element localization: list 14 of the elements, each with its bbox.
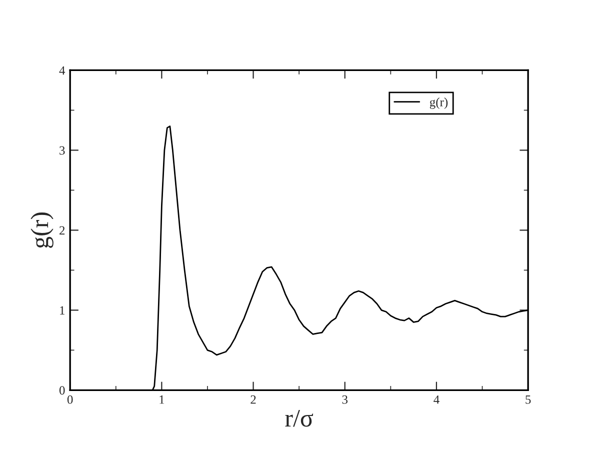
legend-label: g(r) [430,98,448,109]
y-tick-label: 3 [60,146,65,155]
y-tick-label: 1 [60,306,64,315]
x-tick-label: 1 [160,395,164,404]
y-tick-label: 2 [60,226,65,235]
x-tick-label: 3 [342,395,348,404]
y-axis-title: g(r) [30,212,54,248]
y-tick-label: 0 [59,386,65,395]
y-tick-label: 4 [59,66,66,75]
x-tick-label: 5 [526,396,531,404]
x-tick-label: 0 [67,395,73,404]
x-tick-label: 4 [434,395,440,404]
x-axis-title: r/σ [285,410,314,427]
x-tick-label: 2 [250,395,256,404]
